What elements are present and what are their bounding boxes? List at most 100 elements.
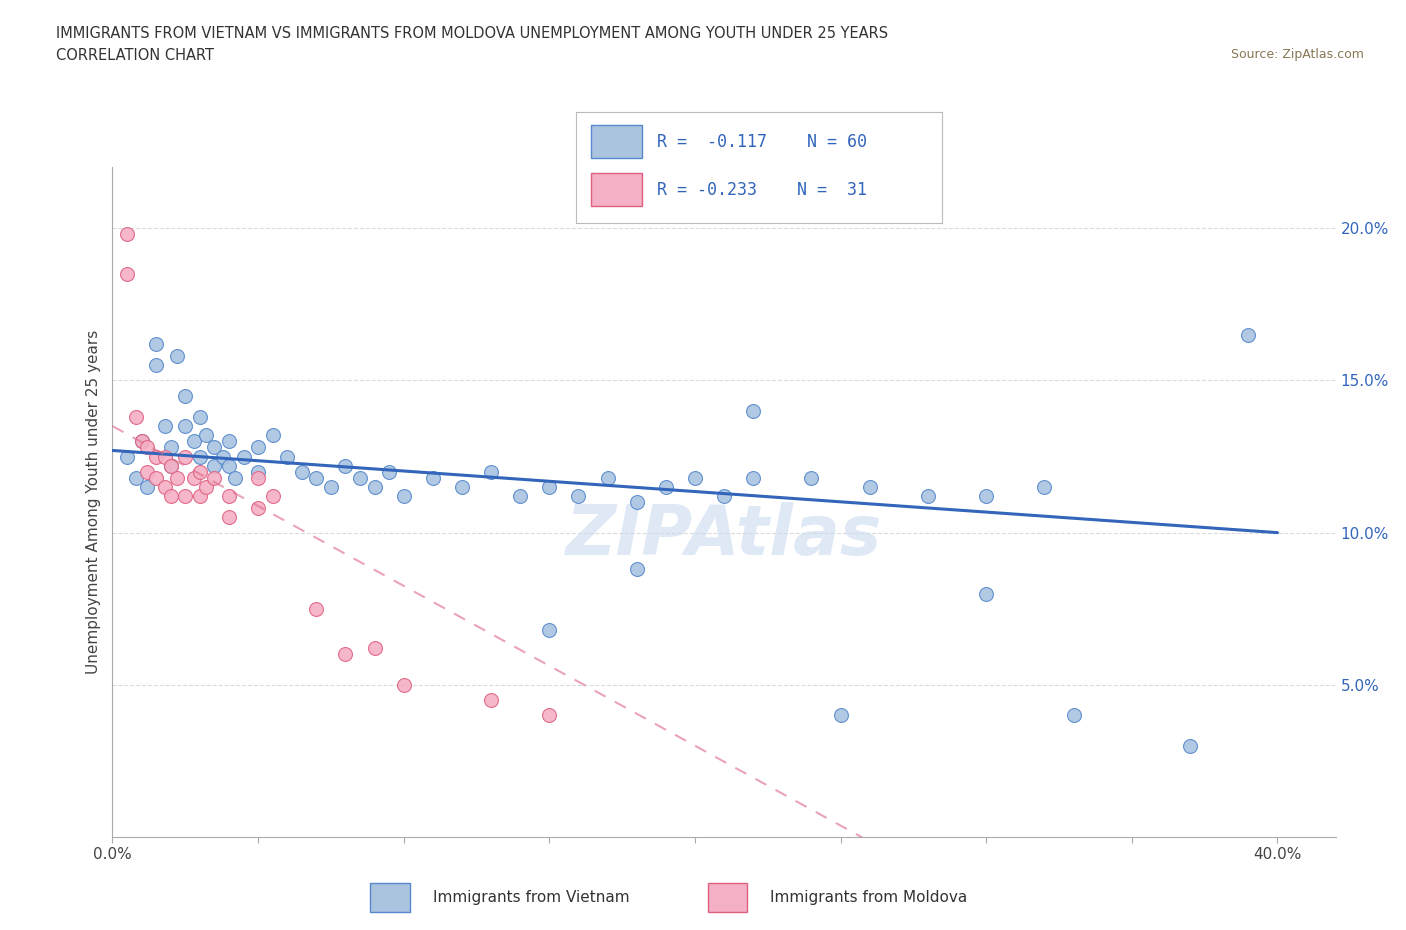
Point [136,464,159,479]
Point [159,440,181,455]
Point [509,488,531,503]
Point [247,440,270,455]
Point [830,708,852,723]
Point [451,480,474,495]
Point [479,464,502,479]
Point [742,471,765,485]
Point [363,641,385,656]
Point [159,458,181,473]
Point [153,418,176,433]
Point [232,449,254,464]
Point [335,647,357,662]
Point [136,480,159,495]
Point [159,488,181,503]
Text: ZIPAtlas: ZIPAtlas [567,502,882,569]
Point [1178,738,1201,753]
Point [136,440,159,455]
Point [174,449,197,464]
Point [218,434,240,449]
Point [131,434,153,449]
Point [363,480,385,495]
Point [974,586,997,601]
Text: Immigrants from Moldova: Immigrants from Moldova [770,890,967,905]
Point [305,471,328,485]
Point [188,409,211,424]
Bar [591,125,643,158]
Point [538,708,561,723]
Point [224,471,246,485]
Point [194,480,217,495]
Text: Source: ZipAtlas.com: Source: ZipAtlas.com [1230,48,1364,61]
Point [188,464,211,479]
Point [145,471,167,485]
Point [145,358,167,373]
Point [626,562,648,577]
Point [800,471,823,485]
Point [166,471,188,485]
Point [247,464,270,479]
Text: R = -0.233    N =  31: R = -0.233 N = 31 [657,180,868,199]
Point [262,488,284,503]
Point [859,480,882,495]
Point [974,488,997,503]
Point [742,404,765,418]
Point [125,471,148,485]
Point [174,488,197,503]
Point [378,464,401,479]
Point [422,471,444,485]
Text: IMMIGRANTS FROM VIETNAM VS IMMIGRANTS FROM MOLDOVA UNEMPLOYMENT AMONG YOUTH UNDE: IMMIGRANTS FROM VIETNAM VS IMMIGRANTS FR… [56,26,889,41]
Point [115,449,138,464]
Point [319,480,342,495]
Point [145,449,167,464]
Text: R =  -0.117    N = 60: R = -0.117 N = 60 [657,133,868,151]
Point [204,471,226,485]
Point [291,464,314,479]
Point [262,428,284,443]
Point [194,428,217,443]
Text: CORRELATION CHART: CORRELATION CHART [56,48,214,63]
Point [655,480,678,495]
Point [125,409,148,424]
Point [218,488,240,503]
Point [626,495,648,510]
Bar [591,173,643,206]
Point [115,267,138,282]
Point [131,434,153,449]
Point [145,337,167,352]
Point [212,449,235,464]
Point [218,510,240,525]
Bar [371,883,411,912]
Point [538,480,561,495]
Point [247,501,270,516]
Bar [709,883,748,912]
Point [567,488,589,503]
Point [174,418,197,433]
Point [596,471,619,485]
Point [115,227,138,242]
Y-axis label: Unemployment Among Youth under 25 years: Unemployment Among Youth under 25 years [86,330,101,674]
Point [305,602,328,617]
Point [153,480,176,495]
Point [166,349,188,364]
Point [1063,708,1085,723]
Point [479,693,502,708]
Point [1033,480,1056,495]
Point [683,471,706,485]
Point [218,458,240,473]
Point [188,488,211,503]
Point [713,488,735,503]
Point [349,471,371,485]
Point [1237,327,1260,342]
Point [153,449,176,464]
Point [159,458,181,473]
Point [247,471,270,485]
Point [183,471,205,485]
Point [204,458,226,473]
Point [917,488,939,503]
Point [392,488,415,503]
Point [188,449,211,464]
Point [392,677,415,692]
Text: Immigrants from Vietnam: Immigrants from Vietnam [433,890,630,905]
Point [204,440,226,455]
Point [276,449,298,464]
